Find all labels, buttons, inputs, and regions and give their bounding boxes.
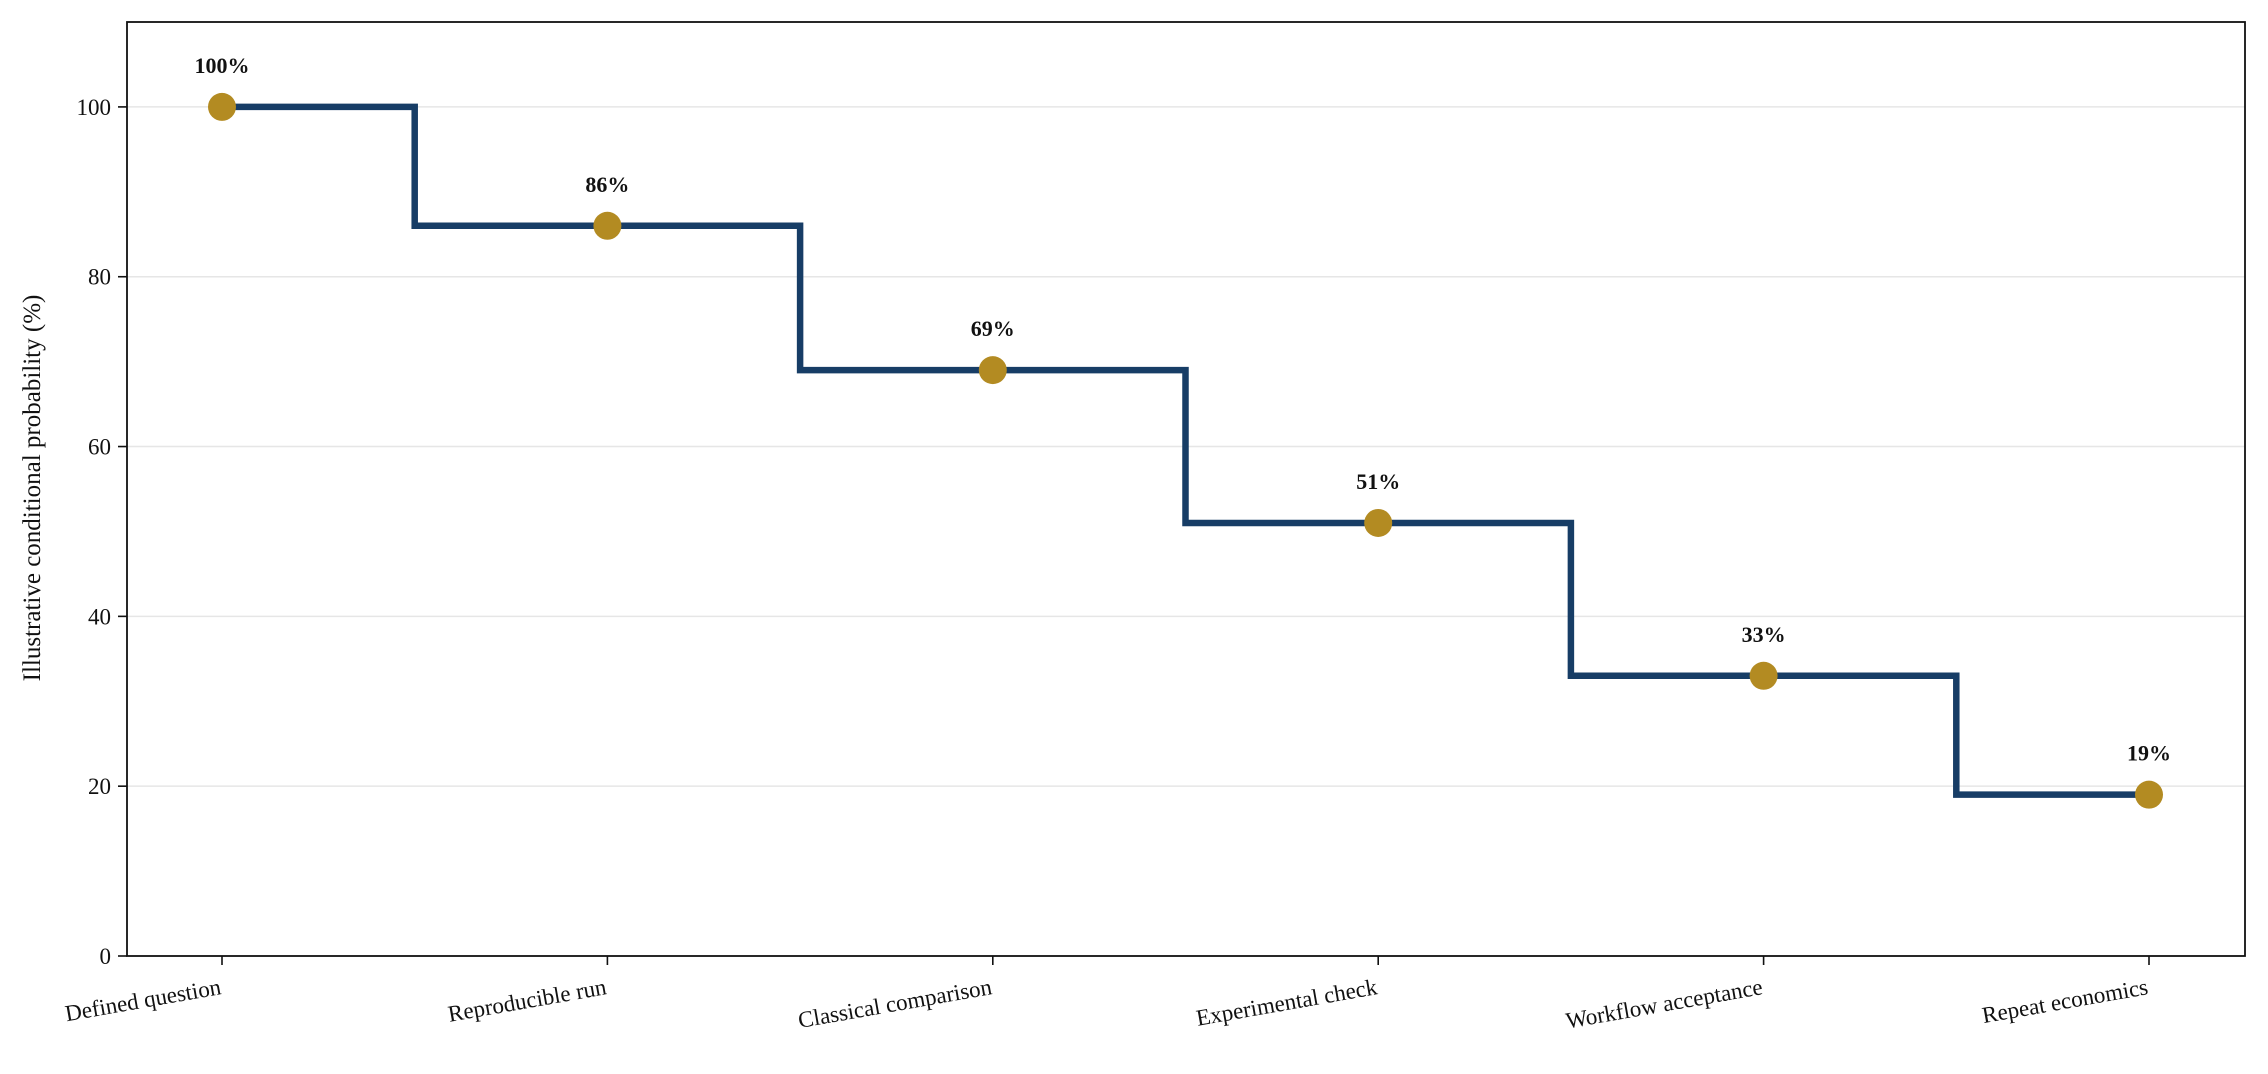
- data-point: [593, 211, 622, 240]
- x-tick-label: Experimental check: [1194, 974, 1379, 1031]
- plot-border: [126, 21, 2246, 957]
- series-layer: [208, 92, 2163, 809]
- data-label: 100%: [195, 53, 250, 78]
- x-tick-label: Repeat economics: [1980, 974, 2150, 1028]
- y-tick-label: 20: [88, 774, 111, 799]
- x-tick-label: Workflow acceptance: [1564, 974, 1765, 1033]
- y-tick-label: 0: [100, 944, 112, 969]
- x-tick-label: Reproducible run: [446, 974, 609, 1027]
- series-step-line: [222, 103, 2149, 798]
- x-tick-label: Defined question: [63, 974, 223, 1026]
- axes: 0 20 40 60 80 100 Defined question Reproducible…: [63, 95, 2150, 1034]
- y-tick-label: 40: [88, 604, 111, 629]
- data-point: [208, 92, 236, 121]
- data-label: 33%: [1742, 622, 1786, 647]
- x-tick-label: Classical comparison: [796, 974, 994, 1033]
- y-axis-label: Illustrative conditional probability (%): [19, 295, 46, 682]
- data-point: [978, 356, 1007, 385]
- data-point: [1749, 661, 1778, 690]
- data-label: 51%: [1356, 469, 1400, 494]
- data-label: 86%: [585, 172, 629, 197]
- data-point: [2135, 780, 2163, 809]
- data-point: [1364, 508, 1393, 537]
- y-tick-label: 80: [88, 265, 111, 290]
- data-label: 69%: [971, 316, 1015, 341]
- plot-frame: [126, 21, 2246, 957]
- data-labels: 100% 86% 69% 51% 33% 19%: [195, 53, 2172, 766]
- y-tick-label: 100: [77, 95, 112, 120]
- data-label: 19%: [2127, 741, 2171, 766]
- y-tick-label: 60: [88, 435, 111, 460]
